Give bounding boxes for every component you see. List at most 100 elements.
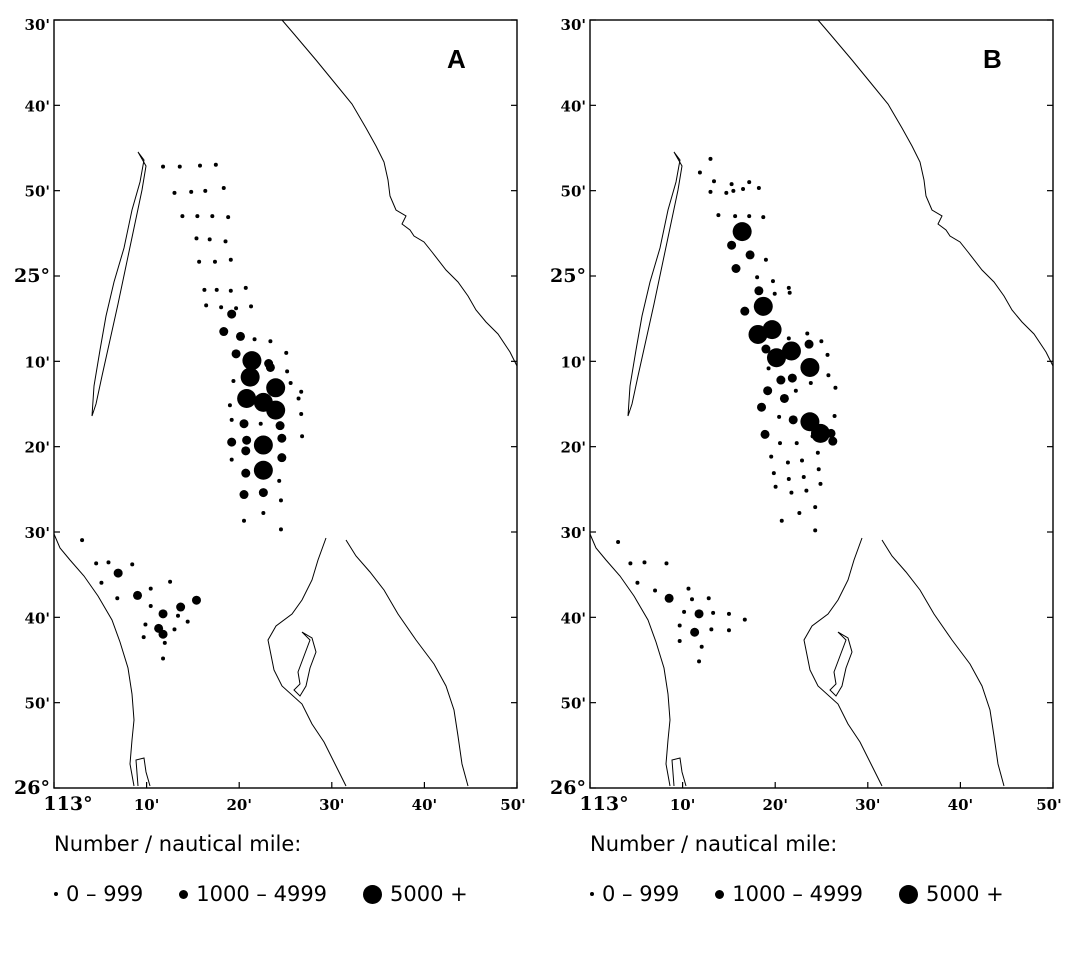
station-large (237, 388, 257, 408)
large-dot-symbol (363, 884, 383, 904)
station-small (786, 285, 791, 290)
station-medium (241, 468, 251, 478)
station-small (766, 366, 771, 371)
lon-tick-label: 20' (762, 796, 787, 814)
station-small (789, 490, 794, 495)
station-medium (275, 421, 285, 431)
lat-tick-label: 20' (561, 439, 586, 457)
station-small (779, 518, 784, 523)
lon-tick-label: 10' (134, 796, 159, 814)
panel-label: B (983, 44, 1002, 74)
coastline-peninsula-inner (671, 757, 687, 787)
station-small (733, 214, 738, 219)
coastline-peninsula-inner (135, 757, 151, 787)
station-small (198, 163, 202, 168)
legend-item-large: 5000 + (363, 882, 468, 906)
station-small (189, 189, 194, 194)
station-medium (788, 415, 798, 425)
station-small (785, 460, 790, 465)
station-small (747, 214, 752, 219)
station-large (242, 351, 262, 371)
station-small (761, 215, 766, 220)
station-medium (242, 435, 252, 445)
station-medium (235, 331, 245, 341)
lat-tick-label: 50' (25, 183, 50, 201)
station-medium (258, 444, 268, 454)
station-small (300, 434, 305, 439)
coastline-group (53, 19, 518, 787)
station-small (794, 441, 799, 446)
lon-tick-label: 20' (226, 796, 251, 814)
station-small (787, 290, 792, 295)
lat-tick-label: 25° (14, 265, 50, 287)
station-medium (779, 393, 789, 403)
coastline-mainland (281, 19, 518, 367)
station-small (726, 628, 731, 633)
station-small (813, 505, 818, 510)
station-small (210, 214, 215, 219)
station-small (161, 656, 166, 661)
lat-tick-label: 50' (25, 695, 50, 713)
station-small (686, 586, 691, 591)
coastline-baja-left (53, 533, 135, 787)
station-small (229, 417, 234, 422)
station-small (296, 396, 301, 401)
station-medium (740, 306, 750, 316)
station-small (716, 213, 721, 218)
medium-dot-symbol (179, 889, 189, 899)
station-medium (731, 264, 741, 273)
station-medium (191, 595, 201, 605)
lat-tick-label: 20' (25, 439, 50, 457)
station-large (781, 341, 801, 361)
station-medium (219, 327, 229, 337)
station-small (677, 638, 682, 643)
coastline-east-coast (345, 539, 469, 787)
lat-tick-label: 50' (561, 695, 586, 713)
station-medium (826, 428, 836, 438)
station-small (288, 380, 293, 385)
station-medium (277, 453, 287, 463)
station-small (772, 291, 777, 296)
station-medium (113, 568, 123, 578)
station-small (708, 189, 713, 194)
map-frame (589, 19, 1054, 789)
station-small (818, 481, 823, 486)
station-medium (158, 629, 168, 639)
station-medium (158, 609, 168, 619)
station-small (228, 257, 233, 262)
legend-item-medium: 1000 – 4999 (179, 882, 327, 906)
lon-tick-label: 30' (319, 796, 344, 814)
station-small (808, 380, 813, 385)
station-small (234, 306, 239, 311)
coastline-bay (293, 631, 317, 697)
lat-tick-label: 10' (561, 353, 586, 371)
station-small (227, 403, 232, 408)
station-small (172, 627, 177, 632)
station-small (221, 185, 226, 190)
station-small (771, 471, 776, 476)
station-medium (265, 362, 275, 372)
station-small (99, 580, 104, 585)
lat-tick-label: 30' (561, 524, 586, 542)
coastline-mainland (817, 19, 1054, 367)
station-small (202, 287, 207, 292)
legend-title: Number / nautical mile: (590, 832, 838, 856)
station-small (664, 561, 669, 566)
legend-items: 0 – 999 1000 – 4999 5000 + (590, 882, 1040, 906)
small-dot-symbol (590, 892, 594, 896)
station-small (148, 586, 153, 591)
station-large (266, 400, 286, 420)
station-small (226, 215, 231, 220)
legend-title: Number / nautical mile: (54, 832, 302, 856)
station-small (203, 188, 208, 193)
station-small (299, 389, 304, 394)
station-medium (787, 373, 797, 383)
station-small (690, 597, 694, 602)
station-small (773, 484, 778, 489)
legend-item-large: 5000 + (899, 882, 1004, 906)
station-small (816, 467, 821, 472)
station-small (747, 180, 752, 185)
station-small (258, 421, 263, 426)
station-small (699, 644, 704, 649)
legend-label: 0 – 999 (602, 882, 680, 906)
